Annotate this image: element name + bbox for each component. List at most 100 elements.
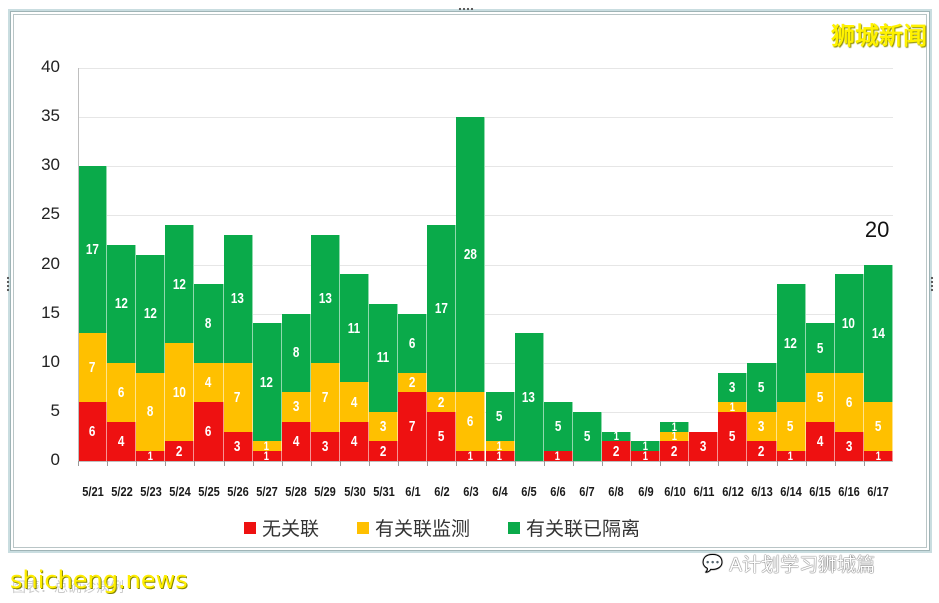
bar-6-17: 1 5 14 <box>863 264 893 462</box>
bar-segment-green: 11 <box>339 274 370 383</box>
bar-segment-yellow: 10 <box>165 343 195 442</box>
x-tick-label: 6/5 <box>521 484 537 499</box>
x-tick-mark <box>747 461 749 466</box>
bar-segment-red: 5 <box>427 411 457 461</box>
x-tick-label: 5/21 <box>81 484 104 499</box>
bar-segment-green: 13 <box>514 333 544 461</box>
bar-segment-red: 2 <box>369 441 399 461</box>
resize-handle-top[interactable] <box>458 7 474 11</box>
x-tick-mark <box>165 461 167 466</box>
x-tick-label: 6/2 <box>434 484 450 499</box>
bar-segment-yellow: 3 <box>369 411 399 442</box>
bar-5-22: 4 6 12 <box>107 244 137 461</box>
x-tick-label: 6/10 <box>663 484 686 499</box>
x-tick-label: 6/6 <box>550 484 566 499</box>
bar-segment-red: 3 <box>310 431 340 461</box>
x-tick-label: 6/16 <box>838 484 861 499</box>
bar-5-24: 2 10 12 <box>165 225 195 461</box>
x-tick-label: 5/26 <box>227 484 249 499</box>
bar-6-11: 3 <box>689 431 719 461</box>
bar-segment-yellow: 1 <box>485 440 515 452</box>
bar-segment-green: 8 <box>194 284 224 363</box>
x-tick-mark <box>136 461 138 466</box>
bar-segment-yellow: 3 <box>281 392 311 422</box>
bar-segment-green: 5 <box>572 411 602 461</box>
x-tick-mark <box>310 461 312 466</box>
y-axis <box>78 68 79 461</box>
bar-segment-yellow: 8 <box>136 372 166 452</box>
bar-segment-green: 1 <box>631 440 661 452</box>
bar-segment-yellow: 5 <box>805 372 835 422</box>
legend-swatch-red <box>244 521 256 534</box>
bar-segment-yellow: 6 <box>107 362 137 422</box>
bar-segment-green: 14 <box>863 264 893 403</box>
bar-segment-red: 4 <box>107 421 137 461</box>
bar-segment-green: 6 <box>398 313 428 373</box>
bar-segment-red: 2 <box>660 441 690 461</box>
x-tick-mark <box>456 461 458 466</box>
bar-segment-green: 3 <box>718 372 748 403</box>
bar-segment-yellow: 4 <box>194 362 224 403</box>
wechat-watermark: 💬 A计划学习狮城篇 <box>702 550 875 577</box>
y-tick-label: 40 <box>41 57 60 76</box>
y-tick-label: 5 <box>50 400 60 420</box>
bar-segment-red: 2 <box>747 441 777 461</box>
x-tick-mark <box>718 461 720 466</box>
x-tick-label: 6/7 <box>579 484 596 499</box>
legend-label: 有关联已隔离 <box>526 518 641 540</box>
bar-segment-yellow: 7 <box>310 362 340 432</box>
x-tick-label: 6/3 <box>463 484 479 499</box>
x-tick-mark <box>689 461 691 466</box>
legend-swatch-yellow <box>357 521 370 534</box>
x-tick-mark <box>339 461 341 466</box>
bar-segment-green: 12 <box>165 225 195 344</box>
x-tick-mark <box>223 461 225 466</box>
x-tick-label: 6/14 <box>780 484 802 499</box>
x-tick-label: 5/30 <box>343 484 366 499</box>
x-tick-mark <box>107 461 109 466</box>
bar-segment-red: 4 <box>805 421 835 461</box>
legend-swatch-green <box>508 521 521 534</box>
bar-segment-green: 5 <box>747 362 777 412</box>
x-tick-label: 6/9 <box>637 484 654 499</box>
gridline <box>78 117 893 119</box>
bar-segment-green: 5 <box>805 323 835 373</box>
y-tick-label: 20 <box>41 253 60 273</box>
x-tick-mark <box>514 461 516 466</box>
bar-segment-red: 2 <box>165 441 195 461</box>
bar-segment-green: 1 <box>601 430 632 442</box>
bar-5-29: 3 7 13 <box>310 235 340 461</box>
bar-segment-green: 17 <box>427 225 457 393</box>
brand-watermark: 狮城新闻 <box>831 22 927 50</box>
wechat-source: A计划学习狮城篇 <box>729 554 876 576</box>
x-tick-mark <box>281 461 283 466</box>
x-tick-mark <box>369 461 371 466</box>
bar-segment-green: 13 <box>223 235 253 363</box>
bar-segment-red: 5 <box>718 411 748 461</box>
last-total-annotation: 20 <box>864 216 890 242</box>
bar-segment-red: 4 <box>281 421 311 461</box>
resize-handle-left[interactable] <box>6 276 10 292</box>
x-tick-mark <box>776 461 778 466</box>
bar-6-7: 5 <box>572 411 602 461</box>
x-tick-mark <box>601 461 603 466</box>
x-tick-label: 5/23 <box>140 484 162 499</box>
bar-segment-red: 7 <box>398 392 428 461</box>
x-tick-label: 5/28 <box>285 484 308 499</box>
bar-segment-red: 1 <box>631 450 661 462</box>
resize-handle-right[interactable] <box>930 276 934 292</box>
gridline <box>78 362 893 364</box>
bar-segment-green: 5 <box>485 392 515 442</box>
figure-caption: 图表：总确诊病例 <box>12 580 124 596</box>
gridline <box>78 313 893 315</box>
bar-segment-yellow: 7 <box>223 362 253 432</box>
bar-segment-red: 1 <box>863 450 893 462</box>
bar-segment-green: 28 <box>456 117 486 393</box>
bar-segment-yellow: 2 <box>398 372 428 393</box>
site-watermark: shicheng.news <box>10 566 188 594</box>
bar-segment-red: 3 <box>834 431 864 461</box>
